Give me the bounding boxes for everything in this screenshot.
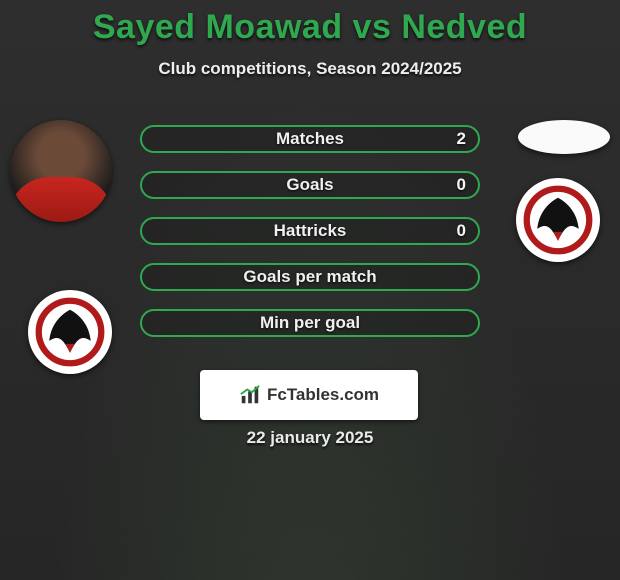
stat-row-goals: Goals 0 (140, 171, 480, 199)
player1-club-badge (28, 290, 112, 374)
stat-value: 0 (457, 221, 466, 241)
site-badge: FcTables.com (200, 370, 418, 420)
stat-label: Hattricks (274, 221, 347, 241)
date-text: 22 january 2025 (0, 428, 620, 448)
stat-value: 0 (457, 175, 466, 195)
site-label: FcTables.com (267, 385, 379, 405)
player2-club-badge (516, 178, 600, 262)
subtitle: Club competitions, Season 2024/2025 (0, 59, 620, 79)
stat-row-goals-per-match: Goals per match (140, 263, 480, 291)
bar-chart-icon (239, 384, 261, 406)
player1-avatar (10, 120, 112, 222)
stat-row-hattricks: Hattricks 0 (140, 217, 480, 245)
stat-row-min-per-goal: Min per goal (140, 309, 480, 337)
player2-avatar (518, 120, 610, 154)
stats-panel: Matches 2 Goals 0 Hattricks 0 Goals per … (140, 125, 480, 355)
stat-row-matches: Matches 2 (140, 125, 480, 153)
stat-label: Matches (276, 129, 344, 149)
stat-label: Goals (286, 175, 333, 195)
page-title: Sayed Moawad vs Nedved (0, 0, 620, 47)
stat-value: 2 (457, 129, 466, 149)
stat-label: Min per goal (260, 313, 360, 333)
club-crest-icon (33, 295, 107, 369)
club-crest-icon (521, 183, 595, 257)
stat-label: Goals per match (243, 267, 376, 287)
